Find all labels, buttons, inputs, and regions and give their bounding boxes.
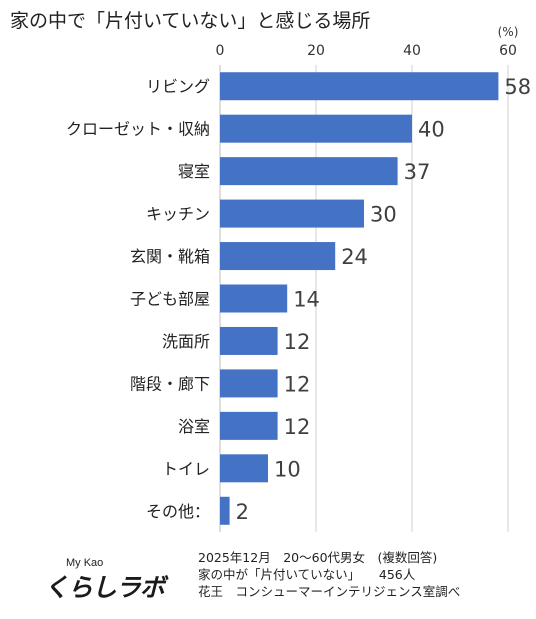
- data-label-7: 12: [284, 372, 311, 396]
- data-label-5: 14: [293, 288, 320, 312]
- category-label-6: 洗面所: [162, 332, 210, 351]
- category-label-10: その他：: [146, 502, 210, 521]
- bar-0: [220, 72, 499, 101]
- bar-8: [220, 411, 278, 440]
- category-label-3: キッチン: [146, 205, 210, 224]
- category-label-5: 子ども部屋: [130, 290, 210, 309]
- footer-survey-info: 2025年12月 20～60代男女 (複数回答): [198, 550, 438, 565]
- chart-title: 家の中で「片付いていない」と感じる場所: [10, 10, 371, 32]
- bar-5: [220, 284, 288, 313]
- x-tick-label-0: 0: [216, 43, 225, 59]
- bar-3: [220, 199, 364, 228]
- x-tick-label-60: 60: [499, 43, 517, 59]
- data-label-9: 10: [274, 457, 301, 481]
- category-label-0: リビング: [146, 77, 210, 96]
- footer-source: 花王 コンシューマーインテリジェンス室調べ: [198, 584, 461, 599]
- data-label-4: 24: [341, 245, 368, 269]
- bar-2: [220, 157, 398, 186]
- data-label-1: 40: [418, 118, 445, 142]
- bar-10: [220, 496, 230, 525]
- category-label-2: 寝室: [178, 162, 210, 181]
- category-label-8: 浴室: [178, 417, 210, 436]
- x-tick-label-20: 20: [307, 43, 325, 59]
- category-label-7: 階段・廊下: [130, 374, 210, 393]
- logo-brand-text: My Kao: [66, 557, 104, 569]
- x-tick-label-40: 40: [403, 43, 421, 59]
- data-label-2: 37: [404, 160, 431, 184]
- data-label-0: 58: [504, 75, 531, 99]
- data-label-6: 12: [284, 330, 311, 354]
- category-label-4: 玄関・靴箱: [130, 247, 210, 266]
- category-label-9: トイレ: [162, 459, 210, 478]
- unit-label: (%): [498, 25, 519, 39]
- category-label-1: クローゼット・収納: [66, 120, 210, 139]
- data-label-3: 30: [370, 203, 397, 227]
- data-label-10: 2: [236, 500, 249, 524]
- bar-6: [220, 326, 278, 355]
- data-label-8: 12: [284, 415, 311, 439]
- bar-7: [220, 369, 278, 398]
- footer-sample-info: 家の中が「片付いていない」 456人: [198, 567, 416, 582]
- bar-1: [220, 114, 412, 143]
- logo-kurashi-labo: くらしラボ: [44, 573, 165, 602]
- bar-4: [220, 242, 336, 271]
- bar-9: [220, 454, 268, 483]
- bar-chart: 0 20 40 60 (%) リビング 58 クローゼット・収納 40 寝室 37 キッチン 30 玄関・…: [66, 25, 531, 532]
